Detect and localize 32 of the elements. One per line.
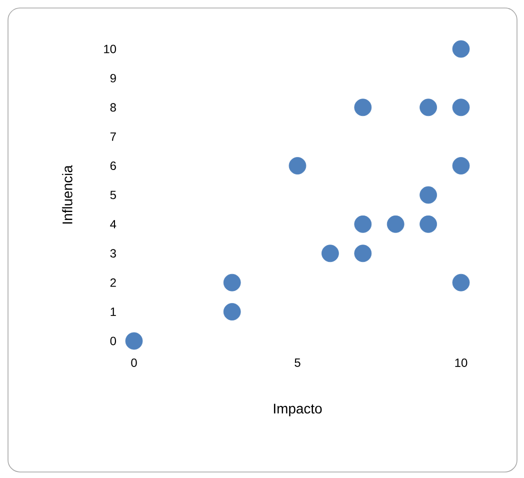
x-tick-label: 0 xyxy=(131,358,137,367)
point xyxy=(223,274,241,292)
point xyxy=(322,244,339,262)
y-tick-label: 9 xyxy=(110,74,116,82)
x-axis-title: Impacto xyxy=(274,404,322,416)
x-tick-label: 10 xyxy=(455,358,468,367)
x-tick-label: 5 xyxy=(294,358,300,367)
y-tick-label: 7 xyxy=(110,132,116,141)
y-tick-label: 0 xyxy=(110,336,116,346)
point xyxy=(386,215,404,233)
point xyxy=(420,186,438,204)
y-tick-label: 1 xyxy=(110,308,116,316)
y-tick-label: 8 xyxy=(110,103,116,112)
y-tick-label: 5 xyxy=(110,190,116,200)
point xyxy=(354,244,372,262)
y-tick-label: 6 xyxy=(110,162,116,170)
y-tick-label: 4 xyxy=(110,220,116,228)
y-tick-label: 10 xyxy=(104,44,116,54)
point xyxy=(452,98,470,116)
point xyxy=(452,40,470,58)
point xyxy=(125,332,143,350)
point xyxy=(452,274,470,292)
point xyxy=(223,303,241,320)
point xyxy=(420,215,438,233)
point xyxy=(452,157,470,174)
point xyxy=(288,157,306,174)
point xyxy=(420,98,438,116)
point xyxy=(354,98,372,116)
y-tick-label: 2 xyxy=(110,278,116,287)
point xyxy=(354,215,372,233)
y-axis-title: Influencia xyxy=(62,165,72,224)
y-tick-label: 3 xyxy=(110,249,116,258)
